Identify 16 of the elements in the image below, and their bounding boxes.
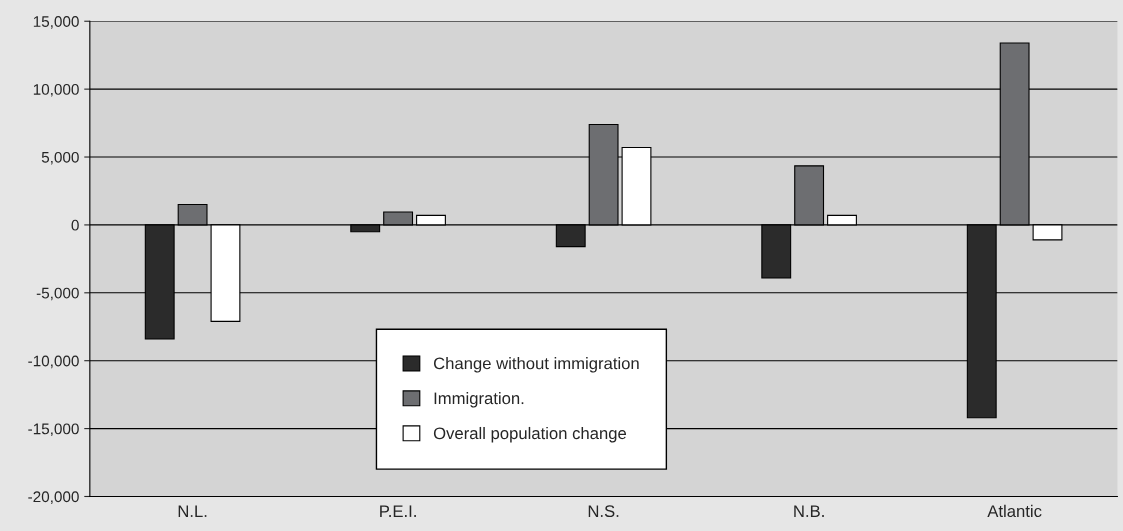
y-tick-label: -15,000 [28,423,79,437]
y-tick-label: 5,000 [41,151,79,165]
x-tick-label: N.S. [588,505,619,518]
x-tick-label: P.E.I. [380,505,416,517]
y-tick-label: 15,000 [33,16,79,29]
y-tick-label: -5,000 [36,287,79,301]
y-tick-label: -10,000 [28,355,79,369]
y-tick-label: 10,000 [33,84,79,97]
legend-label: Overall population change [433,426,627,443]
legend-label: Immigration. [434,391,524,408]
x-tick-label: Atlantic [987,504,1042,518]
legend-label: Change without immigration [433,357,639,373]
y-tick-label: -20,000 [28,491,79,504]
y-tick-label: 0 [71,219,79,231]
x-tick-label: N.L. [178,505,207,517]
x-tick-label: N.B. [794,505,824,517]
